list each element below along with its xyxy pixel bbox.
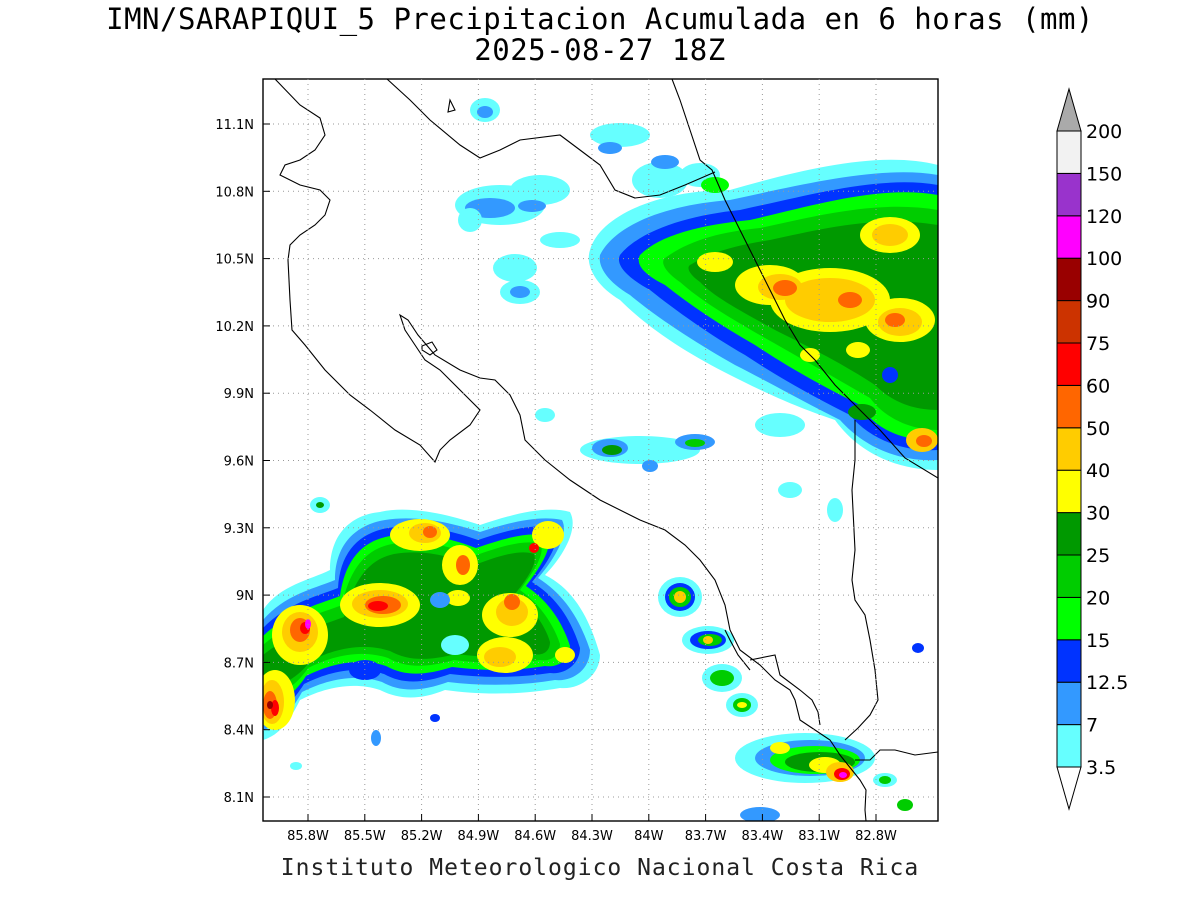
lon-tick-label: 84.6W (514, 829, 556, 844)
colorbar-label: 12.5 (1086, 672, 1128, 694)
colorbar-label: 50 (1086, 418, 1110, 440)
colorbar-label: 90 (1086, 291, 1110, 313)
latitude-ticks: 11.1N 10.8N 10.5N 10.2N 9.9N 9.6N 9.3N 9N 8.7N 8.… (215, 118, 270, 806)
map-title: IMN/SARAPIQUI_5 Precipitacion Acumulada … (106, 2, 1094, 36)
lat-tick-label: 10.5N (215, 253, 254, 268)
colorbar-label: 40 (1086, 460, 1110, 482)
lat-tick-label: 8.4N (224, 724, 254, 739)
colorbar-swatch (1056, 681, 1082, 726)
rain-cluster-southwest (263, 497, 600, 770)
colorbar-swatch (1056, 215, 1082, 259)
lat-tick-label: 9.6N (224, 455, 254, 470)
lon-tick-label: 83.7W (685, 829, 727, 844)
colorbar-under-arrow (1056, 766, 1082, 811)
footer-credit: Instituto Meteorologico Nacional Costa R… (280, 855, 920, 881)
colorbar-label: 75 (1086, 333, 1110, 355)
lon-tick-label: 84W (634, 829, 664, 844)
lat-tick-label: 11.1N (215, 118, 254, 133)
lon-tick-label: 83.1W (798, 829, 840, 844)
colorbar-swatch (1056, 639, 1082, 683)
colorbar-swatch (1056, 300, 1082, 344)
colorbar-swatch (1056, 384, 1082, 429)
longitude-ticks: 85.8W 85.5W 85.2W 84.9W 84.6W 84.3W 84W 83.7W 83… (287, 814, 897, 844)
colorbar-swatch (1056, 257, 1082, 302)
colorbar-label: 3.5 (1086, 757, 1116, 779)
rain-cluster-northeast (588, 159, 938, 470)
colorbar-label: 200 (1086, 121, 1122, 143)
lon-tick-label: 83.4W (741, 829, 783, 844)
colorbar-swatch (1056, 172, 1082, 217)
colorbar-swatch (1056, 554, 1082, 598)
lon-tick-label: 85.5W (344, 829, 386, 844)
colorbar-swatch (1056, 342, 1082, 386)
colorbar-over-arrow (1056, 87, 1082, 132)
lon-tick-label: 85.2W (401, 829, 443, 844)
map-date: 2025-08-27 18Z (474, 33, 726, 67)
lon-tick-label: 82.8W (855, 829, 897, 844)
grid-lines (263, 79, 938, 821)
colorbar-label: 100 (1086, 248, 1122, 270)
colorbar-label: 120 (1086, 206, 1122, 228)
colorbar-label: 15 (1086, 630, 1110, 652)
lat-tick-label: 9.3N (224, 522, 254, 537)
colorbar-swatch (1056, 512, 1082, 556)
rain-band-southeast (658, 577, 924, 821)
colorbar-label: 7 (1086, 715, 1098, 737)
lat-tick-label: 8.7N (224, 656, 254, 671)
lat-tick-label: 10.2N (215, 320, 254, 335)
colorbar: 3.5 7 12.5 15 20 25 30 40 50 60 75 90 100 120 150 200 (1056, 87, 1128, 811)
colorbar-swatch (1056, 724, 1082, 768)
colorbar-label: 25 (1086, 545, 1110, 567)
lat-tick-label: 9N (236, 589, 254, 604)
lat-tick-label: 8.1N (224, 791, 254, 806)
colorbar-label: 20 (1086, 587, 1110, 609)
lat-tick-label: 10.8N (215, 185, 254, 200)
colorbar-swatch (1056, 130, 1082, 174)
lon-tick-label: 84.3W (571, 829, 613, 844)
colorbar-label: 30 (1086, 503, 1110, 525)
colorbar-swatch (1056, 469, 1082, 514)
colorbar-swatch (1056, 427, 1082, 471)
colorbar-swatch (1056, 596, 1082, 641)
precipitation-field (263, 98, 938, 821)
lon-tick-label: 85.8W (287, 829, 329, 844)
colorbar-label: 150 (1086, 163, 1122, 185)
plot-frame (262, 78, 939, 822)
lat-tick-label: 9.9N (224, 387, 254, 402)
colorbar-label: 60 (1086, 375, 1110, 397)
lon-tick-label: 84.9W (457, 829, 499, 844)
